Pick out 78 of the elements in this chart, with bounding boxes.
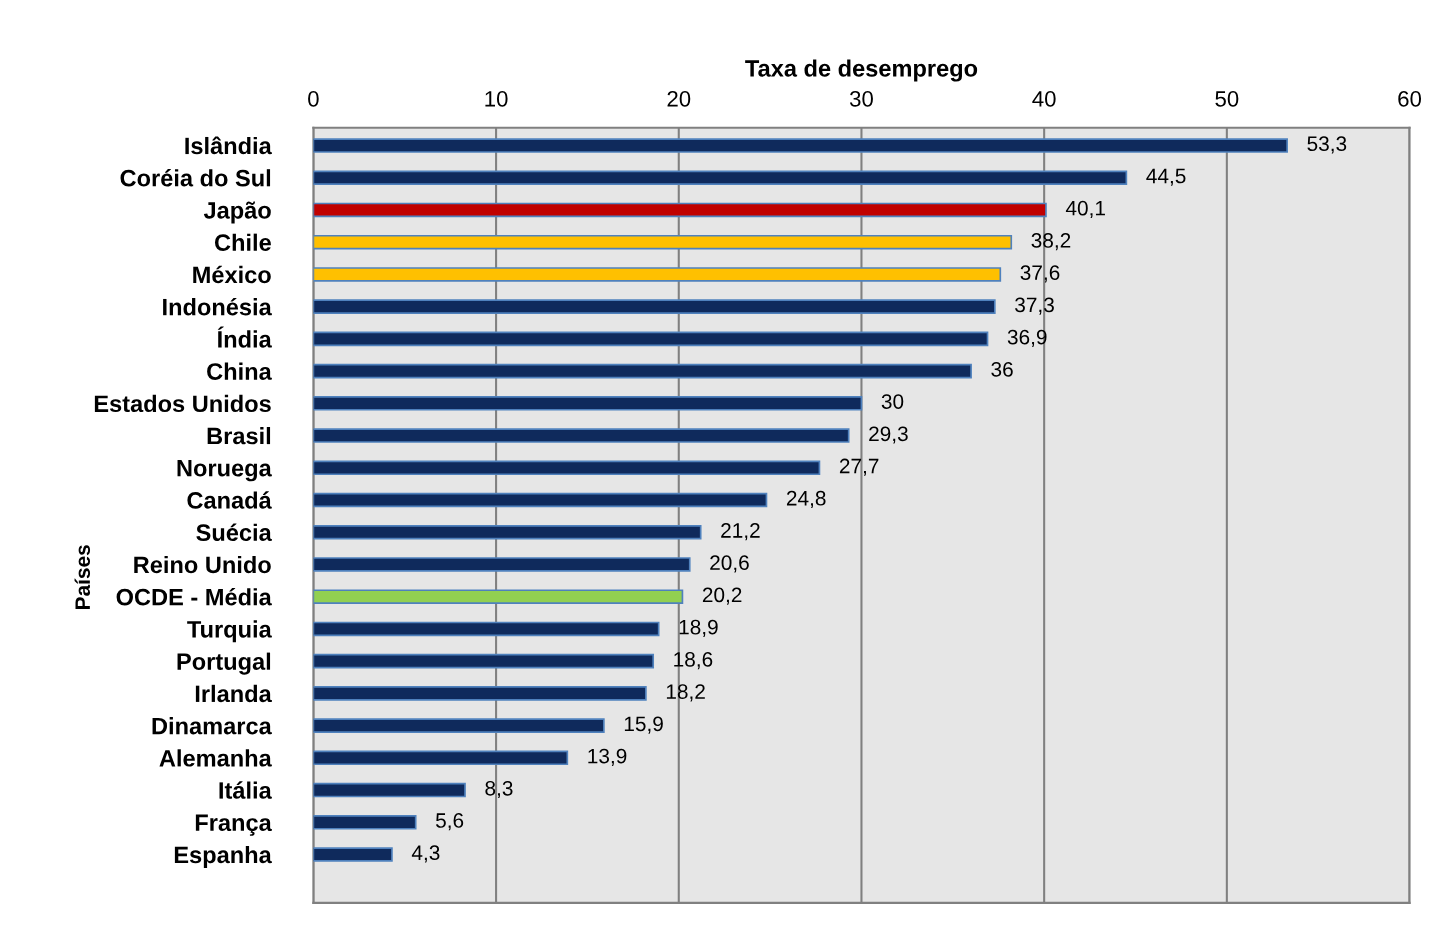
data-label: 4,3 — [411, 845, 440, 863]
bar — [313, 589, 684, 604]
data-label: 18,6 — [674, 651, 713, 670]
data-label: 36 — [991, 361, 1013, 377]
y-tick-label: França — [195, 814, 272, 836]
bar — [313, 524, 702, 540]
data-label: 21,2 — [721, 523, 760, 541]
y-axis-title: Países — [74, 545, 91, 609]
x-axis-title: Taxa de desemprego — [745, 59, 978, 82]
y-tick-label: Estados Unidos — [94, 394, 271, 413]
bar — [313, 782, 466, 798]
bar — [313, 686, 647, 701]
y-tick-label: Noruega — [177, 460, 272, 482]
bar — [313, 653, 655, 669]
x-tick-label: 0 — [308, 90, 319, 107]
x-tick-label: 60 — [1398, 90, 1422, 107]
data-label: 8,3 — [485, 780, 513, 799]
y-tick-label: Itália — [219, 781, 272, 799]
y-tick-label: Dinamarca — [152, 717, 272, 735]
x-tick-label: 50 — [1215, 90, 1239, 107]
y-tick-label: Turquia — [187, 620, 272, 643]
data-label: 20,2 — [702, 587, 742, 605]
data-label: 53,3 — [1307, 136, 1347, 154]
x-tick-label: 30 — [849, 90, 873, 107]
data-label: 15,9 — [624, 716, 663, 734]
data-label: 44,5 — [1146, 168, 1186, 186]
data-label: 37,3 — [1015, 297, 1054, 315]
bar — [313, 234, 1013, 250]
bar — [313, 460, 821, 476]
y-tick-label: Espanha — [174, 845, 272, 868]
data-label: 20,6 — [710, 555, 749, 573]
data-label: 18,9 — [679, 619, 718, 637]
x-tick-label: 20 — [667, 90, 691, 107]
bar — [313, 138, 1288, 153]
bar — [313, 267, 1002, 282]
data-label: 27,7 — [839, 458, 879, 476]
data-label: 13,9 — [588, 748, 627, 766]
y-tick-label: Chile — [214, 233, 271, 251]
x-tick-label: 10 — [485, 90, 508, 107]
bar — [313, 428, 850, 443]
y-tick-label: Canadá — [187, 491, 272, 509]
bar — [313, 847, 393, 862]
data-label: 37,6 — [1020, 265, 1060, 283]
y-tick-label: Japão — [203, 201, 271, 224]
data-label: 18,2 — [666, 684, 705, 702]
bar — [313, 621, 660, 637]
y-tick-label: Islândia — [185, 136, 272, 155]
bar — [313, 363, 972, 379]
y-tick-label: Indonésia — [163, 297, 272, 316]
y-tick-label: Suécia — [196, 523, 272, 542]
data-label: 36,9 — [1007, 329, 1047, 347]
bar — [313, 815, 417, 830]
y-tick-label: México — [193, 265, 271, 284]
y-tick-label: Coréia do Sul — [120, 168, 271, 187]
data-label: 5,6 — [435, 813, 464, 831]
bar — [313, 202, 1047, 218]
bar — [313, 396, 863, 411]
y-tick-label: China — [207, 362, 272, 380]
data-label: 38,2 — [1031, 233, 1071, 251]
data-label: 29,3 — [869, 426, 908, 444]
bar — [313, 557, 691, 572]
data-label: 30 — [881, 394, 904, 409]
y-tick-label: Alemanha — [159, 749, 272, 767]
bar — [313, 331, 989, 347]
data-label: 24,8 — [786, 490, 826, 509]
y-tick-label: Índia — [217, 326, 272, 348]
data-label: 40,1 — [1065, 200, 1105, 219]
bar — [313, 718, 605, 733]
y-tick-label: Portugal — [177, 652, 271, 675]
bar — [313, 170, 1128, 186]
y-tick-label: Reino Unido — [134, 555, 271, 574]
y-tick-label: Irlanda — [195, 684, 272, 703]
bar — [313, 492, 768, 508]
y-tick-label: Brasil — [207, 427, 271, 445]
y-tick-label: OCDE - Média — [116, 587, 272, 606]
bar — [313, 750, 569, 766]
bar — [313, 299, 996, 314]
x-tick-label: 40 — [1032, 90, 1056, 107]
